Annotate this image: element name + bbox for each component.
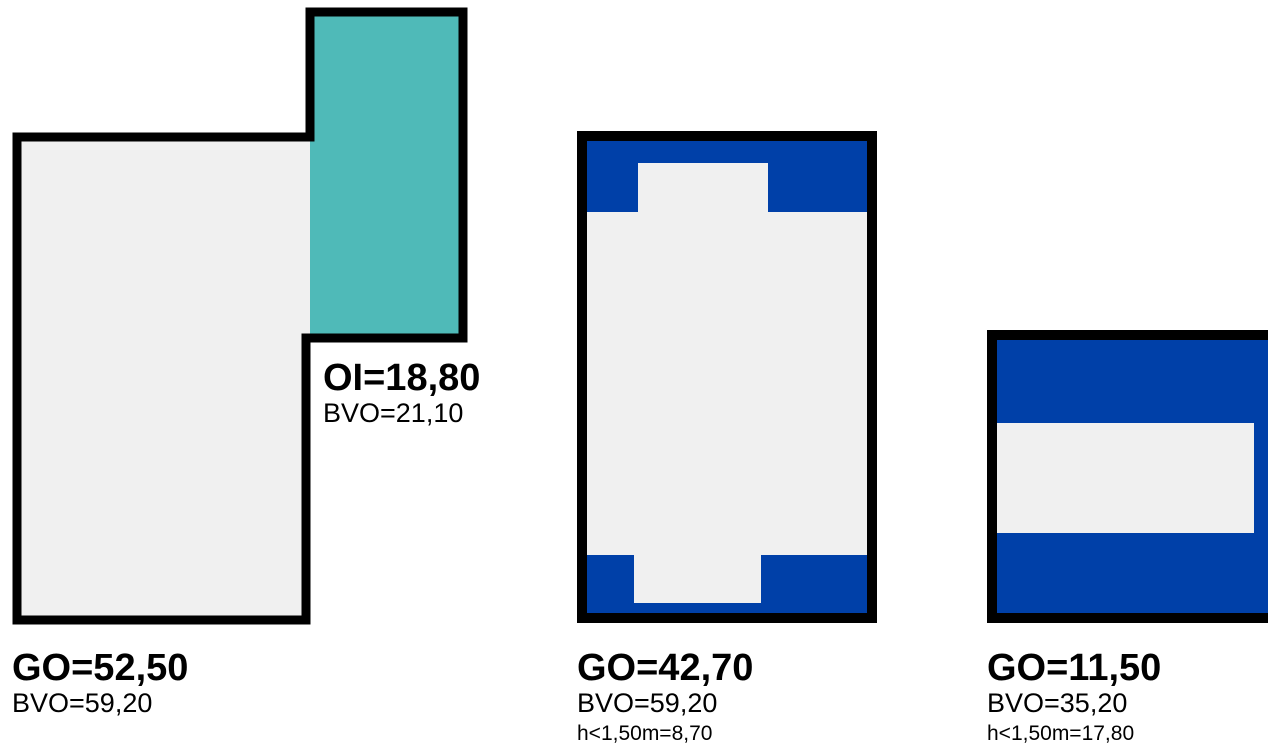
plan-go-11-50 [987, 330, 1268, 623]
low-height-label-2: h<1,50m=8,70 [577, 722, 713, 745]
floor-area-go-52-50 [17, 137, 310, 620]
bvo-label-2: BVO=59,20 [577, 688, 718, 718]
plan-go-42-70 [577, 131, 877, 623]
go-label-1: GO=52,50 [12, 647, 189, 689]
floor-area-go-42-70 [582, 136, 872, 618]
oi-label: OI=18,80 [323, 357, 481, 399]
plan-outline-go-42-70 [577, 131, 877, 623]
low-height-area-bottom [582, 555, 872, 618]
go-label-2: GO=42,70 [577, 647, 754, 689]
bvo-label-1: BVO=59,20 [12, 688, 153, 718]
low-height-label-3: h<1,50m=17,80 [987, 722, 1135, 745]
plan-outline-go-52-50 [12, 7, 468, 625]
plan-go-52-50 [12, 7, 468, 625]
bvo-label-oi: BVO=21,10 [323, 398, 464, 428]
low-height-area-top [582, 136, 872, 212]
floor-area-go-11-50 [996, 423, 1254, 533]
plan-outline-go-11-50 [987, 330, 1268, 623]
go-label-3: GO=11,50 [987, 647, 1162, 689]
bvo-label-3: BVO=35,20 [987, 688, 1128, 718]
open-area-oi-18-80 [310, 12, 463, 338]
